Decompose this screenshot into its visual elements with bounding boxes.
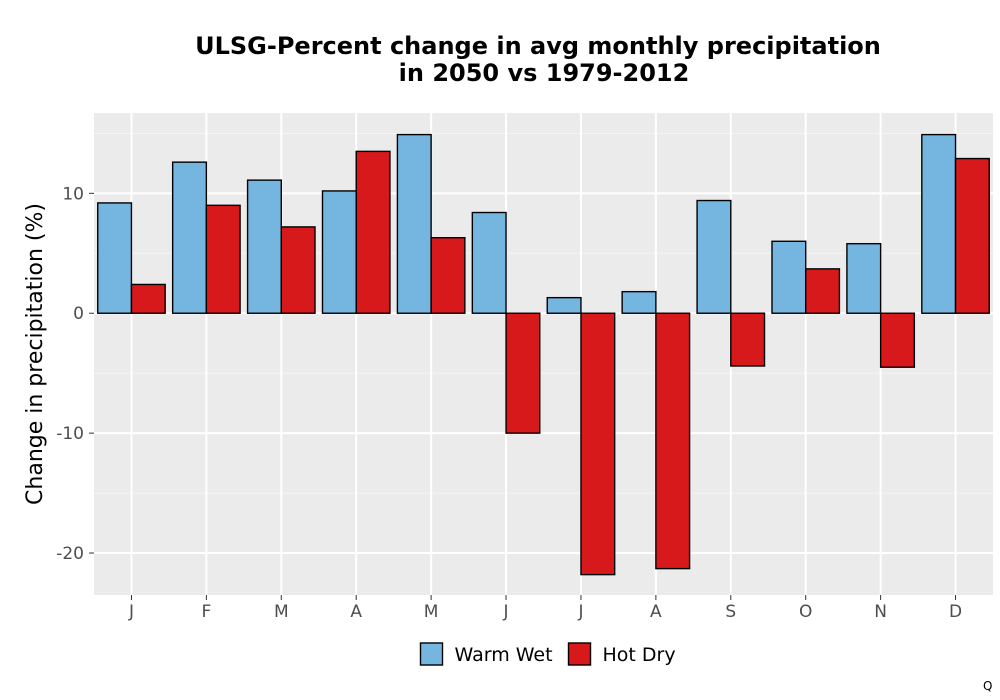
x-tick-label: D: [949, 602, 962, 622]
y-tick-label: 10: [62, 184, 84, 204]
plot-panel: [94, 113, 993, 595]
x-tick-label: N: [874, 602, 887, 622]
bar-warm-wet: [321, 190, 357, 314]
y-axis-ticks: -20 -10 0 10: [56, 184, 94, 564]
bar-hot-dry: [730, 312, 766, 367]
bar-warm-wet: [921, 133, 957, 314]
bar-hot-dry: [205, 204, 241, 314]
bar-hot-dry: [280, 226, 316, 314]
x-tick-label: A: [350, 602, 362, 622]
bar-warm-wet: [696, 199, 732, 314]
bar-warm-wet: [621, 290, 657, 314]
chart-title-line-2: in 2050 vs 1979-2012: [399, 59, 690, 87]
bar-warm-wet: [546, 296, 582, 314]
x-tick-label: M: [274, 602, 289, 622]
y-axis-title: Change in precipitation (%): [23, 203, 48, 505]
legend-key: [567, 642, 592, 666]
legend-label: Hot Dry: [603, 644, 676, 666]
bar-warm-wet: [97, 202, 133, 314]
x-tick-label: F: [201, 602, 211, 622]
x-tick-label: O: [799, 602, 812, 622]
minor-gridlines: [94, 132, 993, 494]
bar-hot-dry: [879, 312, 916, 368]
y-tick-label: 0: [73, 304, 84, 324]
chart-title-line-1: ULSG-Percent change in avg monthly preci…: [195, 32, 881, 60]
legend: Warm Wet Hot Dry: [419, 642, 676, 666]
bar-warm-wet: [846, 242, 882, 314]
bar-hot-dry: [805, 268, 841, 314]
y-tick-label: -10: [56, 424, 84, 444]
bar-hot-dry: [505, 312, 541, 434]
bar-warm-wet: [771, 240, 807, 314]
x-tick-label: J: [503, 602, 509, 622]
x-tick-label: M: [424, 602, 439, 622]
corner-mark: Q: [983, 679, 992, 693]
x-tick-label: S: [725, 602, 736, 622]
bar-hot-dry: [954, 157, 990, 314]
x-tick-label: J: [577, 602, 583, 622]
bar-hot-dry: [130, 283, 166, 314]
bar-hot-dry: [355, 150, 391, 314]
bars: [97, 133, 990, 576]
bar-hot-dry: [580, 312, 616, 576]
legend-label: Warm Wet: [455, 644, 553, 666]
x-tick-label: J: [128, 602, 134, 622]
legend-key: [419, 642, 444, 666]
bar-warm-wet: [171, 161, 208, 314]
bar-warm-wet: [471, 211, 507, 314]
bar-warm-wet: [246, 179, 282, 314]
bar-warm-wet: [396, 133, 432, 314]
y-tick-label: -20: [56, 544, 84, 564]
bar-hot-dry: [655, 312, 691, 570]
x-tick-label: A: [650, 602, 662, 622]
bar-hot-dry: [430, 236, 466, 314]
